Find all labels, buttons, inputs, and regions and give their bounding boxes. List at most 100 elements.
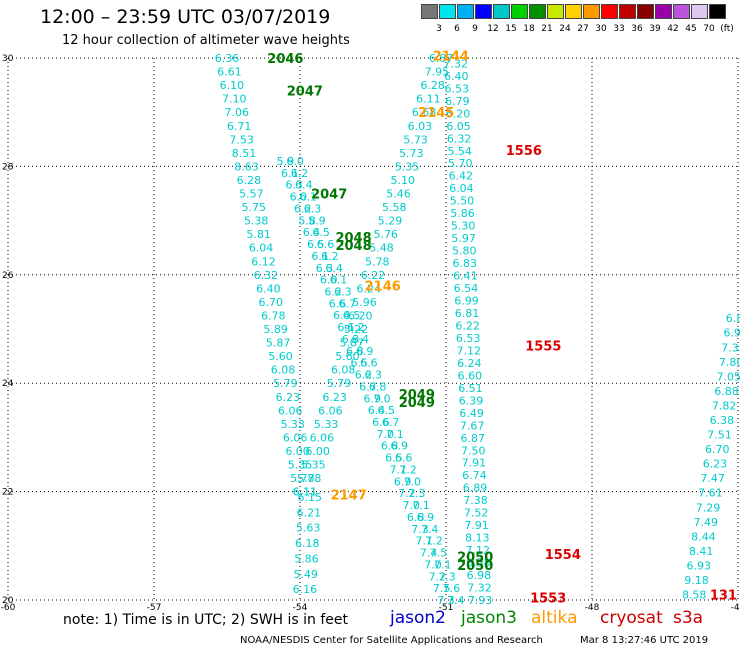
pass-time-label: 1553: [530, 591, 566, 606]
swh-value: 5.33: [314, 418, 339, 431]
swh-value: 7.49: [693, 516, 718, 529]
satellite-altika: altika: [531, 608, 578, 628]
pass-time-label: 2050: [457, 551, 493, 566]
swh-value: 6.42: [449, 170, 474, 183]
legend-swatch: [691, 4, 708, 19]
swh-value: 5.73: [399, 147, 424, 160]
swh-value: 6.4: [303, 226, 321, 239]
swh-value: 6.12: [251, 255, 276, 268]
swh-value: 6.99: [454, 295, 479, 308]
swh-value: 6.22: [455, 319, 480, 332]
chart-title: 12:00 – 23:59 UTC 03/07/2019: [40, 6, 331, 28]
swh-value: 7.61: [698, 487, 723, 500]
swh-value: 6.04: [249, 242, 274, 255]
swh-value: 6.6: [372, 416, 390, 429]
swh-value: 7.12: [456, 344, 481, 357]
swh-value: 6.23: [322, 391, 347, 404]
legend-label: 15: [505, 24, 517, 34]
swh-value: 7.4: [421, 523, 439, 536]
swh-value: 6.11: [293, 486, 318, 499]
swh-value: 6.79: [445, 95, 470, 108]
swh-value: 6.7: [382, 416, 400, 429]
timestamp-text: Mar 8 13:27:46 UTC 2019: [580, 635, 709, 646]
legend-swatch: [457, 4, 474, 19]
swh-value: 7.50: [461, 444, 486, 457]
x-tick-label: -57: [147, 603, 162, 613]
swh-value: 5.35: [301, 459, 326, 472]
swh-value: 7.1: [412, 499, 430, 512]
legend-label: 24: [559, 24, 571, 34]
swh-value: 5.87: [339, 337, 364, 350]
swh-value: 5.9: [308, 214, 326, 227]
legend-label: 3: [436, 24, 442, 34]
swh-value: 6.06: [283, 431, 308, 444]
pass-time-label: 2046: [267, 52, 303, 67]
swh-value: 6.87: [429, 52, 454, 65]
swh-value: 6.8: [381, 440, 399, 453]
swh-value: 6.8: [369, 380, 387, 393]
swh-value: 6.04: [449, 182, 474, 195]
swh-value: 6.6: [317, 238, 335, 251]
swh-value: 5.86: [450, 207, 475, 220]
legend-swatch: [655, 4, 672, 19]
y-tick-label: 20: [2, 596, 14, 606]
swh-value: 6.2: [294, 202, 312, 215]
pass-time-label: 1556: [506, 144, 542, 159]
swh-value: 7.0: [424, 558, 442, 571]
swh-value: 7.10: [222, 93, 247, 106]
legend-swatch: [619, 4, 636, 19]
swh-value: 6.4: [325, 262, 343, 275]
swh-value: 6.3: [334, 285, 352, 298]
x-tick-label: -60: [1, 603, 16, 613]
y-tick-label: 30: [2, 54, 14, 64]
swh-value: 7.91: [462, 457, 487, 470]
legend-label: 9: [472, 24, 478, 34]
swh-value: 6.9: [363, 392, 381, 405]
swh-value: 7.5: [433, 582, 451, 595]
pass-time-label: 2049: [399, 396, 435, 411]
legend-label: 18: [523, 24, 535, 34]
swh-value: 6.1: [330, 274, 348, 287]
legend-swatch: [601, 4, 618, 19]
swh-value: 6.61: [217, 66, 242, 79]
swh-value: 5.30: [451, 220, 476, 233]
swh-value: 6.93: [687, 559, 712, 572]
legend-label: 12: [487, 24, 499, 34]
swh-value: 6.98: [467, 569, 492, 582]
swh-value: 6.88: [714, 385, 739, 398]
swh-value: 7.2: [429, 570, 447, 583]
swh-value: 5.38: [244, 215, 269, 228]
swh-value: 6.5: [343, 309, 361, 322]
swh-value: 6.06: [278, 404, 303, 417]
legend-swatch: [439, 4, 456, 19]
swh-value: 5.8: [298, 214, 316, 227]
swh-value: 6.0: [286, 155, 304, 168]
swh-value: 7.05: [717, 370, 740, 383]
swh-value: 6.89: [463, 482, 488, 495]
swh-value: 5.9: [277, 155, 295, 168]
pass-time-label: 2047: [311, 188, 347, 203]
credit-text: NOAA/NESDIS Center for Satellite Applica…: [240, 635, 543, 646]
swh-value: 6.00: [285, 445, 310, 458]
swh-value: 6.3: [365, 369, 383, 382]
swh-value: 6.5: [385, 452, 403, 465]
legend-label: 30: [595, 24, 607, 34]
satellite-cryosat: cryosat: [600, 608, 663, 628]
swh-value: 7.47: [700, 472, 725, 485]
swh-value: 7.80: [719, 356, 740, 369]
swh-value: 6.28: [237, 174, 262, 187]
swh-value: 7.0: [376, 428, 394, 441]
satellite-jason2: jason2: [390, 608, 446, 628]
swh-value: 5.96: [352, 296, 377, 309]
swh-value: 5.86: [294, 552, 319, 565]
legend-unit: (ft): [720, 24, 734, 34]
swh-value: 5.87: [266, 337, 291, 350]
legend-swatch: [511, 4, 528, 19]
legend-swatch: [529, 4, 546, 19]
swh-value: 6.40: [444, 70, 469, 83]
swh-value: 6.4: [351, 333, 369, 346]
swh-value: 6.4: [368, 404, 386, 417]
legend-label: 6: [454, 24, 460, 34]
swh-value: 6.54: [454, 282, 479, 295]
swh-value: 5.49: [293, 568, 318, 581]
